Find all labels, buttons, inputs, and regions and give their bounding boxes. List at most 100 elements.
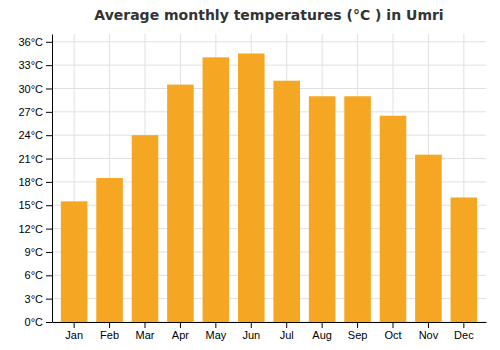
tick-mark [46,252,52,253]
tick-label: Nov [419,329,439,341]
tick-label: Mar [136,329,155,341]
tick-mark [46,275,52,276]
tick-label: 9°C [25,246,44,258]
tick: 9°C [25,246,52,258]
tick-mark [74,322,75,328]
tick-mark [357,322,358,328]
tick: 21°C [18,153,52,165]
tick-label: 24°C [18,129,43,141]
tick: Mar [136,322,155,341]
bar [273,81,300,322]
tick-label: 0°C [25,316,44,328]
bar [344,96,371,322]
tick: Jul [280,322,294,341]
plot: Jan Feb Mar Apr May Jun Jul Aug Sep Oct Nov Dec 0°C 3… [18,34,486,341]
tick-label: 33°C [18,59,43,71]
tick: Jan [65,322,83,341]
tick-label: Oct [384,329,401,341]
bars [61,53,477,322]
tick: Nov [419,322,439,341]
x-axis: Jan Feb Mar Apr May Jun Jul Aug Sep Oct Nov Dec [53,322,487,341]
tick-label: 12°C [18,223,43,235]
tick: 12°C [18,223,52,235]
chart: Jan Feb Mar Apr May Jun Jul Aug Sep Oct Nov Dec 0°C 3… [0,0,500,350]
grid-line [52,41,486,42]
grid-line [52,135,486,136]
tick: Oct [384,322,401,341]
axis-line [52,35,53,323]
tick-mark [46,205,52,206]
tick: 6°C [25,269,52,281]
grid-line [52,111,486,112]
tick-label: 30°C [18,83,43,95]
tick-mark [145,322,146,328]
tick-label: Jan [65,329,83,341]
tick-label: Apr [172,329,189,341]
tick: Aug [312,322,332,341]
tick-label: Jul [280,329,294,341]
tick-label: Sep [348,329,368,341]
tick: Dec [454,322,474,341]
tick-label: Jun [242,329,260,341]
bar [380,116,407,322]
tick-mark [286,322,287,328]
grid-line [52,65,486,66]
title: Average monthly temperatures (°C ) in Um… [94,7,443,23]
tick: 33°C [18,59,52,71]
tick-mark [322,322,323,328]
tick-mark [46,135,52,136]
tick-label: Aug [312,329,332,341]
tick: 15°C [18,199,52,211]
grid-line [52,88,486,89]
tick-label: Feb [100,329,119,341]
tick-label: 6°C [25,269,44,281]
tick: 18°C [18,176,52,188]
tick-mark [46,182,52,183]
tick-label: 36°C [18,36,43,48]
bar [167,85,194,322]
tick-mark [46,88,52,89]
bar [309,96,336,322]
tick-mark [428,322,429,328]
tick: 3°C [25,293,52,305]
tick-mark [180,322,181,328]
bar [451,197,478,322]
bar [132,135,159,322]
tick-label: May [205,329,226,341]
tick: 0°C [25,316,52,328]
tick-mark [46,42,52,43]
tick-mark [46,322,52,323]
axis-line [53,322,487,323]
tick: 24°C [18,129,52,141]
tick-label: 21°C [18,153,43,165]
tick: May [205,322,226,341]
tick-mark [109,322,110,328]
tick-mark [46,299,52,300]
tick: Sep [348,322,368,341]
y-axis: 0°C 3°C 6°C 9°C 12°C 15°C 18°C 21°C 24°C 27°C 30°C… [18,35,52,329]
tick: 36°C [18,36,52,48]
bar [61,201,88,322]
tick: 30°C [18,83,52,95]
tick-mark [46,65,52,66]
tick: Feb [100,322,119,341]
tick: Apr [172,322,189,341]
tick-label: Dec [454,329,474,341]
tick: 27°C [18,106,52,118]
tick-label: 3°C [25,293,44,305]
bar [203,57,230,322]
tick-mark [251,322,252,328]
bar [96,178,123,322]
tick-label: 15°C [18,199,43,211]
tick: Jun [242,322,260,341]
bar [238,53,265,322]
tick-mark [46,229,52,230]
tick-mark [393,322,394,328]
tick-mark [463,322,464,328]
bar [415,155,442,322]
tick-mark [46,112,52,113]
tick-label: 27°C [18,106,43,118]
tick-label: 18°C [18,176,43,188]
grid [52,34,486,322]
tick-mark [46,159,52,160]
